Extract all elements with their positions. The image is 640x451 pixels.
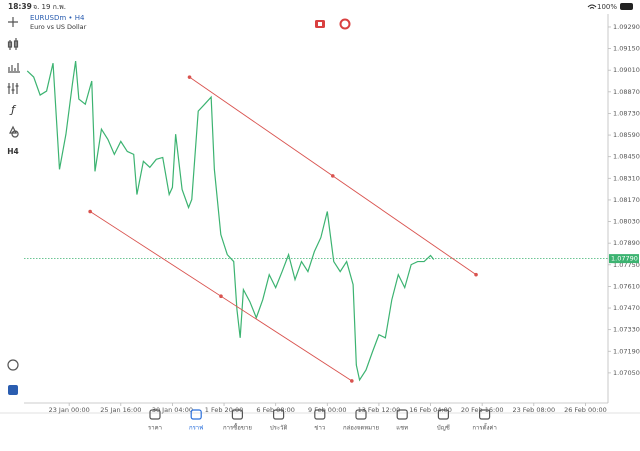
battery-icon bbox=[620, 3, 633, 10]
function-tool[interactable]: ƒ bbox=[9, 103, 17, 116]
tab-icon[interactable] bbox=[396, 409, 408, 420]
tab-icon[interactable] bbox=[149, 409, 161, 420]
x-tick-label: 1 Feb 20:00 bbox=[205, 406, 244, 414]
y-tick-label: 1.08310 bbox=[613, 174, 640, 182]
y-tick-label: 1.08170 bbox=[613, 196, 640, 204]
status-time: 18:39 bbox=[8, 2, 32, 11]
one-click-trade-icon-inner bbox=[318, 22, 322, 26]
left-toolbar: ƒ H4 bbox=[7, 17, 20, 395]
y-tick-label: 1.07890 bbox=[613, 239, 640, 247]
x-tick-label: 23 Feb 08:00 bbox=[512, 406, 555, 414]
y-tick-label: 1.09150 bbox=[613, 45, 640, 53]
x-tick-label: 26 Feb 00:00 bbox=[564, 406, 607, 414]
status-date: จ. 19 ก.พ. bbox=[33, 3, 66, 11]
tab-label[interactable]: ประวัติ bbox=[270, 425, 288, 432]
trendline-handle[interactable] bbox=[219, 294, 223, 299]
y-tick-label: 1.07330 bbox=[613, 326, 640, 334]
x-tick-label: 16 Feb 04:00 bbox=[409, 406, 452, 414]
y-tick-label: 1.07470 bbox=[613, 304, 640, 312]
wifi-icon bbox=[587, 4, 597, 9]
tab-icon[interactable] bbox=[355, 409, 367, 420]
tab-label[interactable]: กราฟ bbox=[189, 425, 203, 432]
current-price-box bbox=[609, 254, 639, 264]
indicators-tool[interactable] bbox=[7, 83, 19, 94]
tab-icon[interactable] bbox=[314, 409, 326, 420]
x-tick-label: 13 Feb 12:00 bbox=[358, 406, 401, 414]
tab-icon[interactable] bbox=[231, 409, 243, 420]
timeframe-tool[interactable]: H4 bbox=[7, 147, 19, 156]
y-tick-label: 1.08450 bbox=[613, 153, 640, 161]
x-tick-label: 23 Jan 00:00 bbox=[49, 406, 90, 414]
y-tick-label: 1.08030 bbox=[613, 218, 640, 226]
tab-label[interactable]: การซื้อขาย bbox=[223, 422, 252, 432]
y-tick-label: 1.08870 bbox=[613, 88, 640, 96]
y-tick-label: 1.07750 bbox=[613, 261, 640, 269]
tab-icon[interactable] bbox=[273, 409, 285, 420]
y-tick-label: 1.07610 bbox=[613, 282, 640, 290]
tab-label[interactable]: บัญชี bbox=[437, 424, 450, 432]
y-tick-label: 1.09010 bbox=[613, 66, 640, 74]
y-tick-label: 1.08590 bbox=[613, 131, 640, 139]
trade-tool[interactable] bbox=[8, 385, 18, 395]
status-battery: 100% bbox=[597, 3, 617, 11]
plot-area: 1.09290 1.09150 1.09010 1.08870 1.08730 1.085… bbox=[24, 23, 640, 414]
tab-label[interactable]: กล่องจดหมาย bbox=[343, 425, 379, 432]
price-line bbox=[26, 61, 435, 382]
x-tick-label: 30 Jan 04:00 bbox=[152, 406, 193, 414]
trendline-handle[interactable] bbox=[330, 174, 335, 178]
candles-tool[interactable] bbox=[7, 38, 19, 50]
tab-label[interactable]: การตั้งค่า bbox=[472, 422, 496, 432]
y-tick-label: 1.09290 bbox=[613, 23, 640, 31]
tab-label[interactable]: ราคา bbox=[148, 425, 162, 432]
tab-label[interactable]: แชท bbox=[396, 425, 408, 432]
y-tick-label: 1.07190 bbox=[613, 347, 640, 355]
x-tick-label: 9 Feb 00:00 bbox=[308, 406, 347, 414]
trendline-anchor[interactable] bbox=[474, 272, 478, 277]
trendline-anchor[interactable] bbox=[350, 379, 354, 383]
objects-tool[interactable] bbox=[9, 125, 19, 138]
market-watch-tool[interactable] bbox=[7, 359, 19, 371]
y-tick-label: 1.08730 bbox=[613, 109, 640, 117]
x-tick-label: 25 Jan 16:00 bbox=[100, 406, 141, 414]
tab-icon[interactable] bbox=[190, 409, 202, 420]
current-price-label: 1.07790 bbox=[611, 255, 638, 263]
y-tick-label: 1.07050 bbox=[613, 369, 640, 377]
crosshair-tool[interactable] bbox=[8, 17, 18, 27]
indicator-icon[interactable] bbox=[339, 18, 351, 30]
symbol-subtitle: Euro vs US Dollar bbox=[30, 23, 87, 31]
symbol-title[interactable]: EURUSDm • H4 bbox=[30, 14, 85, 22]
trendline-anchor[interactable] bbox=[88, 209, 92, 214]
trendline-anchor[interactable] bbox=[187, 75, 192, 79]
tab-icon[interactable] bbox=[479, 409, 491, 420]
tab-label[interactable]: ข่าว bbox=[314, 425, 325, 432]
tab-bar: ราคา กราฟ การซื้อขาย ประวัติ ข่าว กล่องจดหมาย… bbox=[148, 409, 497, 432]
bars-tool[interactable] bbox=[8, 63, 20, 73]
tab-icon[interactable] bbox=[437, 409, 449, 420]
